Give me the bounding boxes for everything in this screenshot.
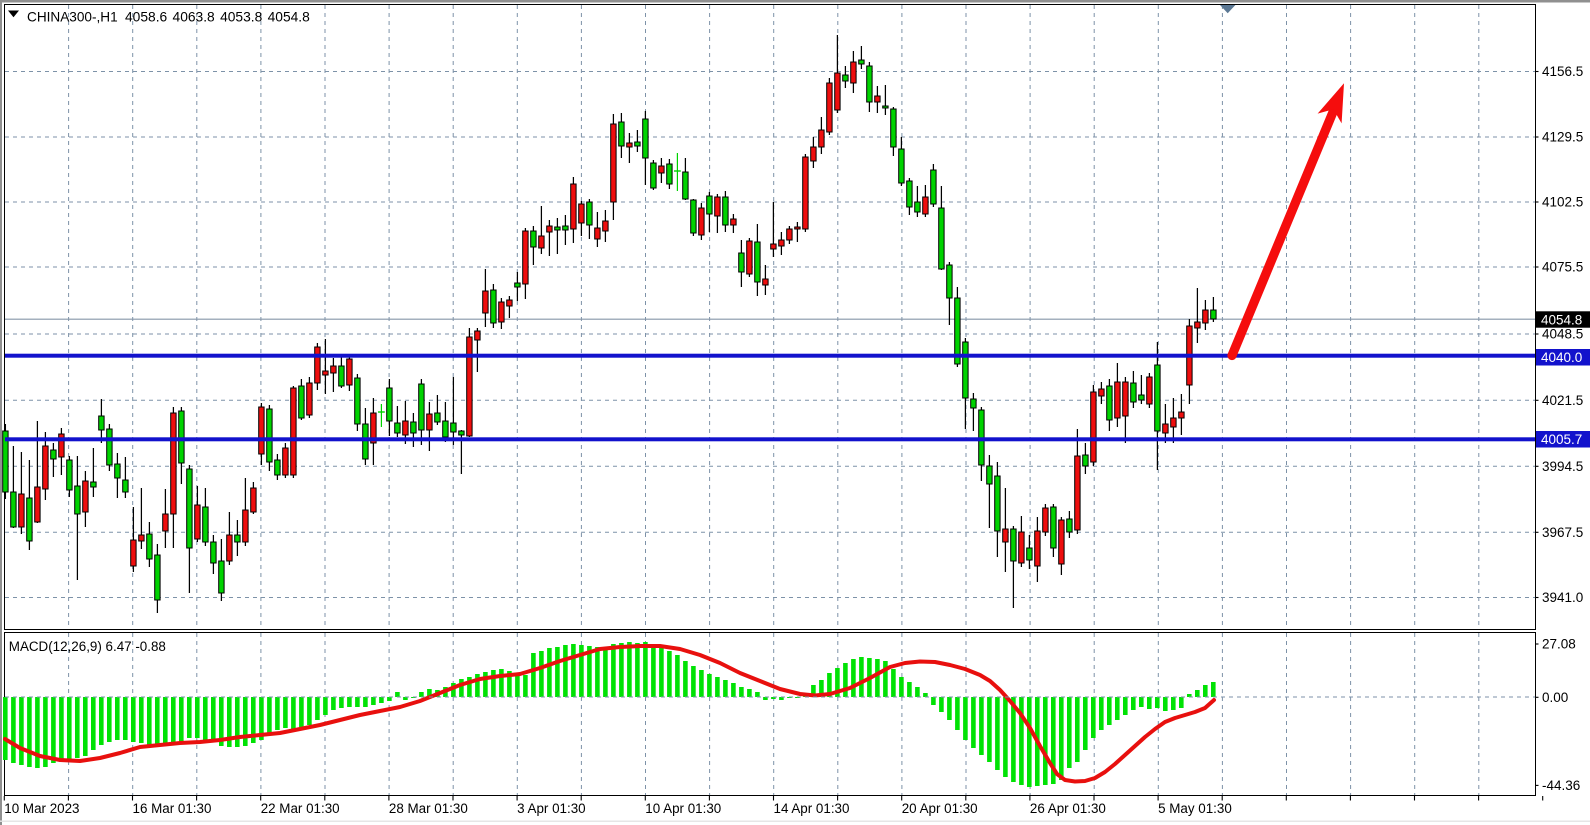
svg-text:MACD(12,26,9) 6.47 -0.88: MACD(12,26,9) 6.47 -0.88 [9,639,166,654]
svg-text:28 Mar 01:30: 28 Mar 01:30 [389,801,468,816]
svg-text:22 Mar 01:30: 22 Mar 01:30 [261,801,340,816]
svg-text:16 Mar 01:30: 16 Mar 01:30 [133,801,212,816]
svg-text:4058.6 4063.8 4053.8 4054.8: 4058.6 4063.8 4053.8 4054.8 [125,10,310,25]
svg-text:3941.0: 3941.0 [1542,590,1583,605]
svg-text:4005.7: 4005.7 [1541,432,1582,447]
svg-text:14 Apr 01:30: 14 Apr 01:30 [774,801,850,816]
svg-text:5 May 01:30: 5 May 01:30 [1158,801,1232,816]
svg-text:4156.5: 4156.5 [1542,64,1583,79]
svg-text:4102.5: 4102.5 [1542,195,1583,210]
svg-text:-44.36: -44.36 [1542,778,1580,793]
svg-text:26 Apr 01:30: 26 Apr 01:30 [1030,801,1106,816]
svg-text:3 Apr 01:30: 3 Apr 01:30 [517,801,586,816]
svg-text:CHINA300-,H1: CHINA300-,H1 [27,10,118,25]
svg-text:4054.8: 4054.8 [1541,312,1582,327]
svg-text:4021.5: 4021.5 [1542,393,1583,408]
svg-text:4040.0: 4040.0 [1541,350,1582,365]
svg-text:27.08: 27.08 [1542,637,1576,652]
svg-text:10 Apr 01:30: 10 Apr 01:30 [645,801,721,816]
svg-text:4129.5: 4129.5 [1542,130,1583,145]
svg-text:20 Apr 01:30: 20 Apr 01:30 [902,801,978,816]
svg-text:10 Mar 2023: 10 Mar 2023 [4,801,79,816]
svg-text:4048.5: 4048.5 [1542,327,1583,342]
svg-text:4075.5: 4075.5 [1542,260,1583,275]
svg-text:3994.5: 3994.5 [1542,459,1583,474]
svg-text:0.00: 0.00 [1542,690,1568,705]
svg-text:3967.5: 3967.5 [1542,525,1583,540]
